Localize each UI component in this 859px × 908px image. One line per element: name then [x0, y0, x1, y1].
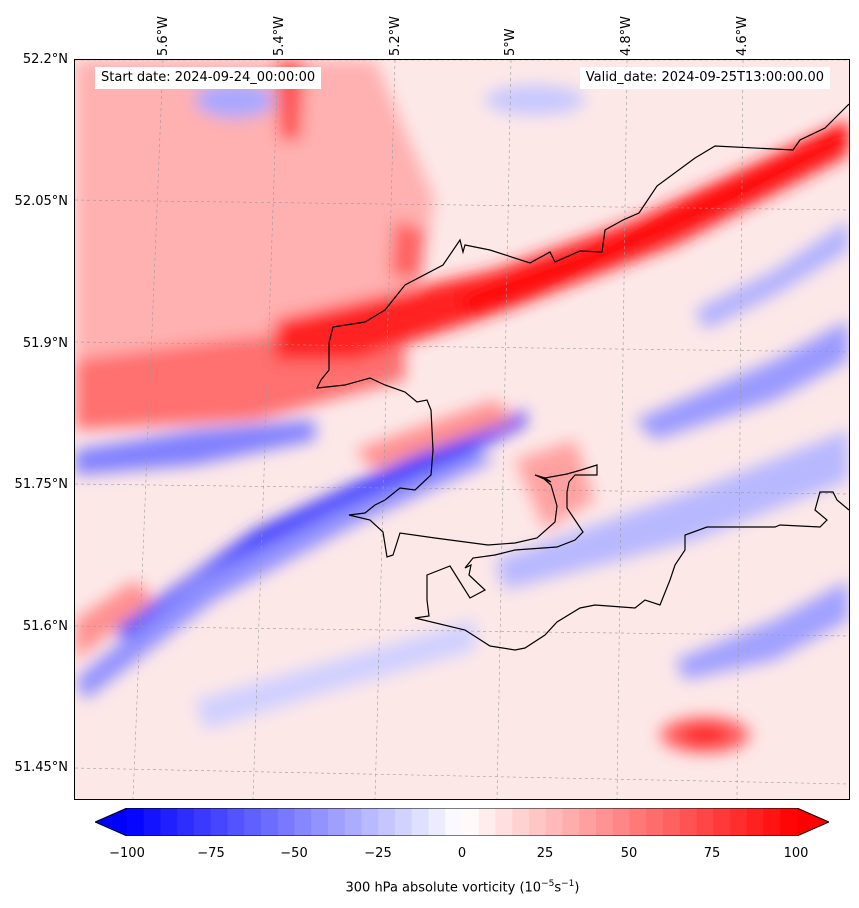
colorbar-extend-min	[95, 808, 127, 836]
lat-tick-label: 51.75°N	[14, 477, 68, 492]
colorbar-segment	[746, 808, 765, 836]
colorbar-segment	[713, 808, 731, 836]
colorbar-segment	[780, 808, 798, 836]
colorbar-segment	[462, 808, 480, 836]
colorbar-segment	[227, 808, 245, 836]
colorbar-segment	[545, 808, 564, 836]
colorbar-segment	[127, 808, 145, 836]
colorbar-tick-label: 100	[783, 846, 809, 861]
colorbar-segment	[177, 808, 195, 836]
colorbar-extend-max	[797, 808, 829, 836]
valid-date-label: Valid_date: 2024-09-25T13:00:00.00	[579, 67, 830, 89]
colorbar-title: 300 hPa absolute vorticity (10−5s−1)	[345, 879, 580, 896]
colorbar-segment	[579, 808, 597, 836]
colorbar-segment	[395, 808, 413, 836]
map-panel	[74, 59, 850, 800]
vorticity-field	[75, 60, 849, 799]
lon-tick-label: 5.4°W	[272, 15, 287, 56]
colorbar-tick-label: −75	[197, 846, 225, 861]
colorbar-segment	[311, 808, 329, 836]
colorbar-segment	[294, 808, 312, 836]
colorbar-segment	[445, 808, 463, 836]
colorbar	[95, 808, 829, 836]
colorbar-segment	[612, 808, 631, 836]
vorticity-shading	[75, 60, 849, 753]
lon-tick-label: 5.6°W	[156, 15, 171, 56]
colorbar-segment	[344, 808, 363, 836]
colorbar-segment	[428, 808, 446, 836]
colorbar-segment	[529, 808, 547, 836]
colorbar-segment	[596, 808, 614, 836]
coastline	[315, 103, 849, 651]
lon-tick-label: 4.8°W	[619, 15, 634, 56]
lon-tick-label: 4.6°W	[735, 15, 750, 56]
lat-tick-label: 52.2°N	[22, 52, 68, 67]
colorbar-segment	[562, 808, 580, 836]
colorbar-segment	[679, 808, 698, 836]
colorbar-segment	[361, 808, 379, 836]
lon-tick-label: 5°W	[503, 28, 518, 56]
colorbar-tick-label: −50	[280, 846, 308, 861]
colorbar-tick-label: −100	[109, 846, 145, 861]
colorbar-segment	[663, 808, 681, 836]
colorbar-segment	[244, 808, 262, 836]
colorbar-segment	[478, 808, 497, 836]
colorbar-segment	[194, 808, 212, 836]
colorbar-segment	[143, 808, 162, 836]
colorbar-tick-label: 50	[620, 846, 638, 861]
colorbar-segment	[646, 808, 664, 836]
lat-tick-label: 51.6°N	[22, 619, 68, 634]
colorbar-tick-label: −25	[364, 846, 392, 861]
colorbar-segment	[696, 808, 714, 836]
colorbar-segment	[328, 808, 346, 836]
colorbar-segment	[261, 808, 279, 836]
colorbar-segment	[512, 808, 530, 836]
lon-tick-label: 5.2°W	[388, 15, 403, 56]
colorbar-tick-label: 75	[703, 846, 721, 861]
colorbar-segment	[411, 808, 430, 836]
colorbar-segment	[495, 808, 513, 836]
colorbar-segment	[378, 808, 396, 836]
start-date-label: Start date: 2024-09-24_00:00:00	[95, 67, 322, 89]
colorbar-tick-label: 0	[457, 846, 467, 861]
colorbar-segment	[629, 808, 647, 836]
lat-tick-label: 51.45°N	[14, 760, 68, 775]
lat-tick-label: 52.05°N	[14, 194, 68, 209]
colorbar-segment	[277, 808, 296, 836]
lat-tick-label: 51.9°N	[22, 336, 68, 351]
colorbar-segment	[763, 808, 781, 836]
colorbar-segment	[160, 808, 178, 836]
colorbar-segment	[210, 808, 229, 836]
colorbar-segment	[730, 808, 748, 836]
colorbar-tick-label: 25	[536, 846, 554, 861]
